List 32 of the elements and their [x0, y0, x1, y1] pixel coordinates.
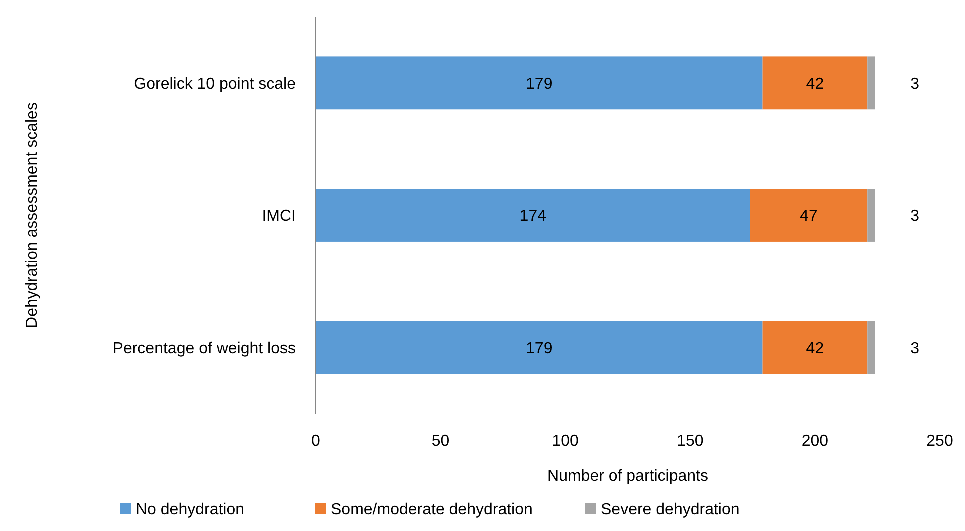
data-label: 3 [910, 340, 920, 358]
legend-label: Some/moderate dehydration [331, 502, 533, 519]
x-tick-label: 250 [926, 433, 954, 450]
bar [868, 56, 876, 110]
bar [316, 189, 750, 242]
data-label: 179 [526, 76, 553, 93]
data-label: 42 [806, 340, 824, 358]
legend-label: Severe dehydration [601, 502, 740, 519]
x-tick-label: 0 [312, 433, 321, 450]
bar [762, 56, 868, 110]
data-label: 42 [806, 76, 824, 93]
x-tick-label: 100 [552, 433, 580, 450]
bar [316, 56, 763, 110]
y-axis-title: Dehydration assessment scales [24, 102, 41, 328]
bar [316, 321, 763, 374]
y-tick-label: Gorelick 10 point scale [134, 76, 296, 93]
data-label: 3 [910, 76, 920, 93]
x-axis-title: Number of participants [548, 468, 708, 485]
legend-label: No dehydration [136, 502, 245, 519]
data-label: 3 [910, 208, 920, 226]
y-tick-label: Percentage of weight loss [112, 340, 296, 358]
x-tick-label: 150 [677, 433, 704, 450]
x-tick-label: 200 [802, 433, 829, 450]
data-label: 47 [800, 208, 818, 226]
bar [868, 321, 876, 374]
data-label: 174 [520, 208, 547, 226]
data-label: 179 [526, 340, 553, 358]
x-tick-label: 50 [432, 433, 450, 450]
y-tick-label: IMCI [262, 208, 296, 226]
bar [750, 189, 868, 242]
bar [868, 189, 876, 242]
bar [762, 321, 868, 374]
